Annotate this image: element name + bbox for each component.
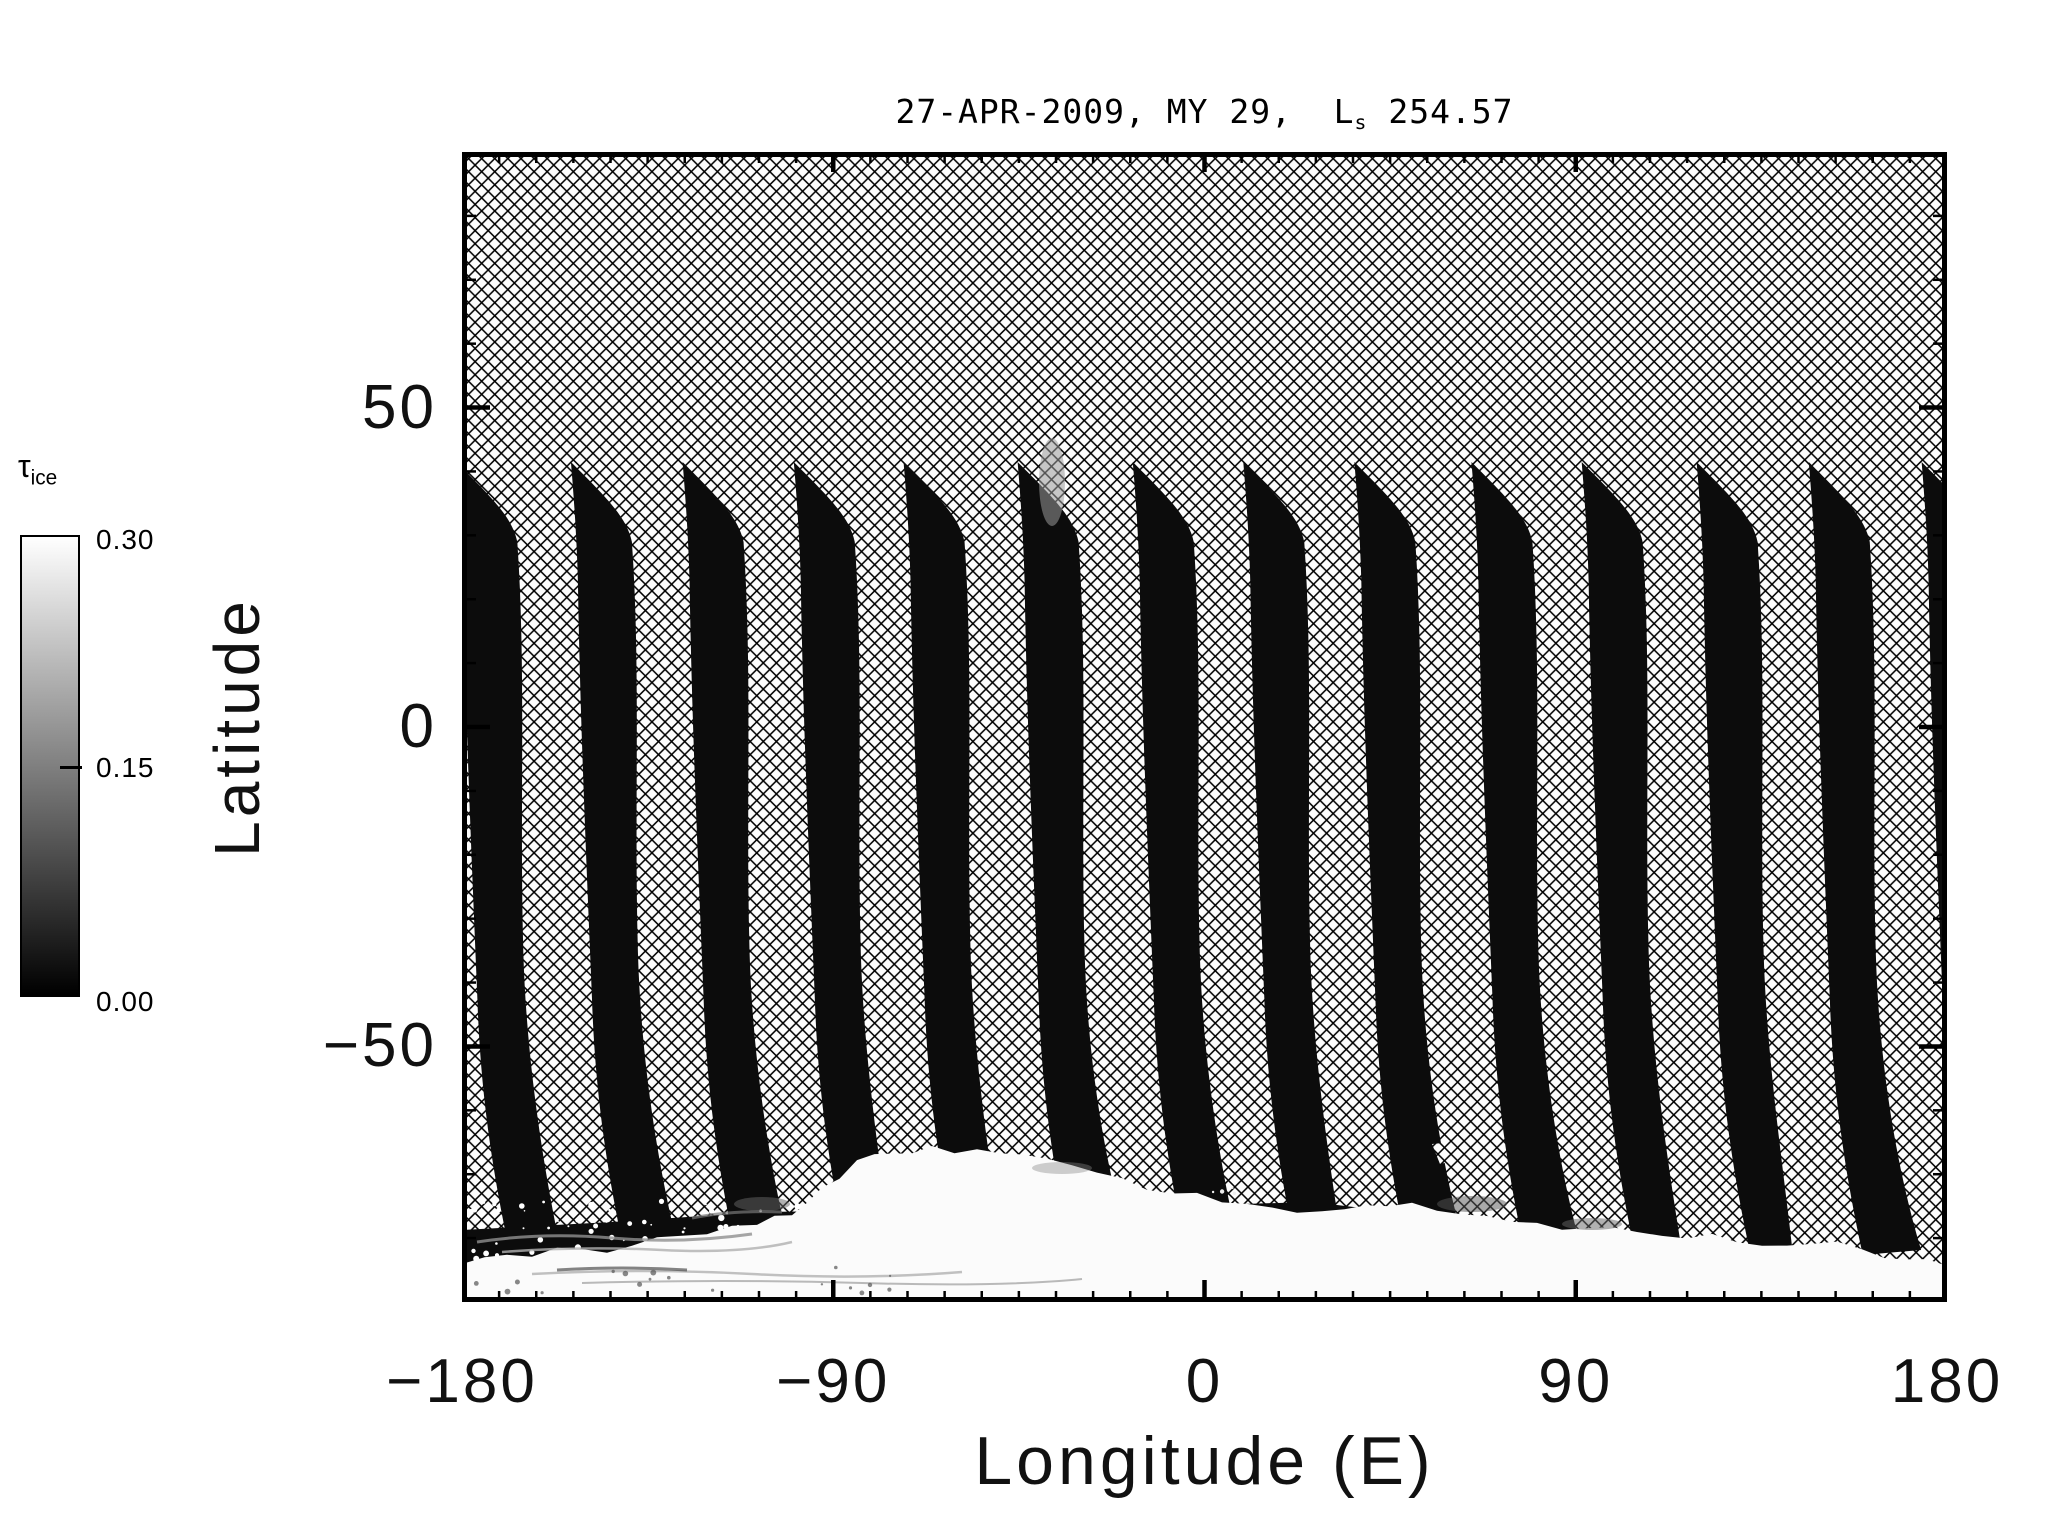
x-tick-label: −90 (776, 1347, 891, 1416)
y-tick-label: 0 (399, 692, 437, 761)
y-tick-label: −50 (322, 1011, 437, 1081)
tau-symbol: τ (18, 448, 31, 484)
colorbar-mid-tick (60, 766, 82, 769)
colorbar-title: τice (18, 448, 57, 490)
x-tick-label: 90 (1538, 1347, 1614, 1416)
plot-title-prefix: 27-APR-2009, MY 29, L (895, 92, 1355, 131)
plot-title-subscript: s (1354, 110, 1368, 134)
colorbar-max-label: 0.30 (96, 524, 155, 555)
colorbar-mid-label: 0.15 (96, 752, 155, 783)
y-tick-label: 50 (362, 372, 437, 442)
x-tick-label: 180 (1890, 1347, 2004, 1416)
colorbar-min-label: 0.00 (96, 986, 155, 1017)
tau-subscript: ice (30, 466, 58, 490)
plot-title-suffix: 254.57 (1367, 92, 1514, 131)
x-tick-label: −180 (386, 1347, 538, 1416)
x-axis-title: Longitude (E) (974, 1423, 1435, 1499)
x-tick-label: 0 (1185, 1347, 1224, 1416)
plot-title: 27-APR-2009, MY 29, Ls 254.57 (462, 92, 1947, 134)
map-plot-area (462, 152, 1947, 1302)
